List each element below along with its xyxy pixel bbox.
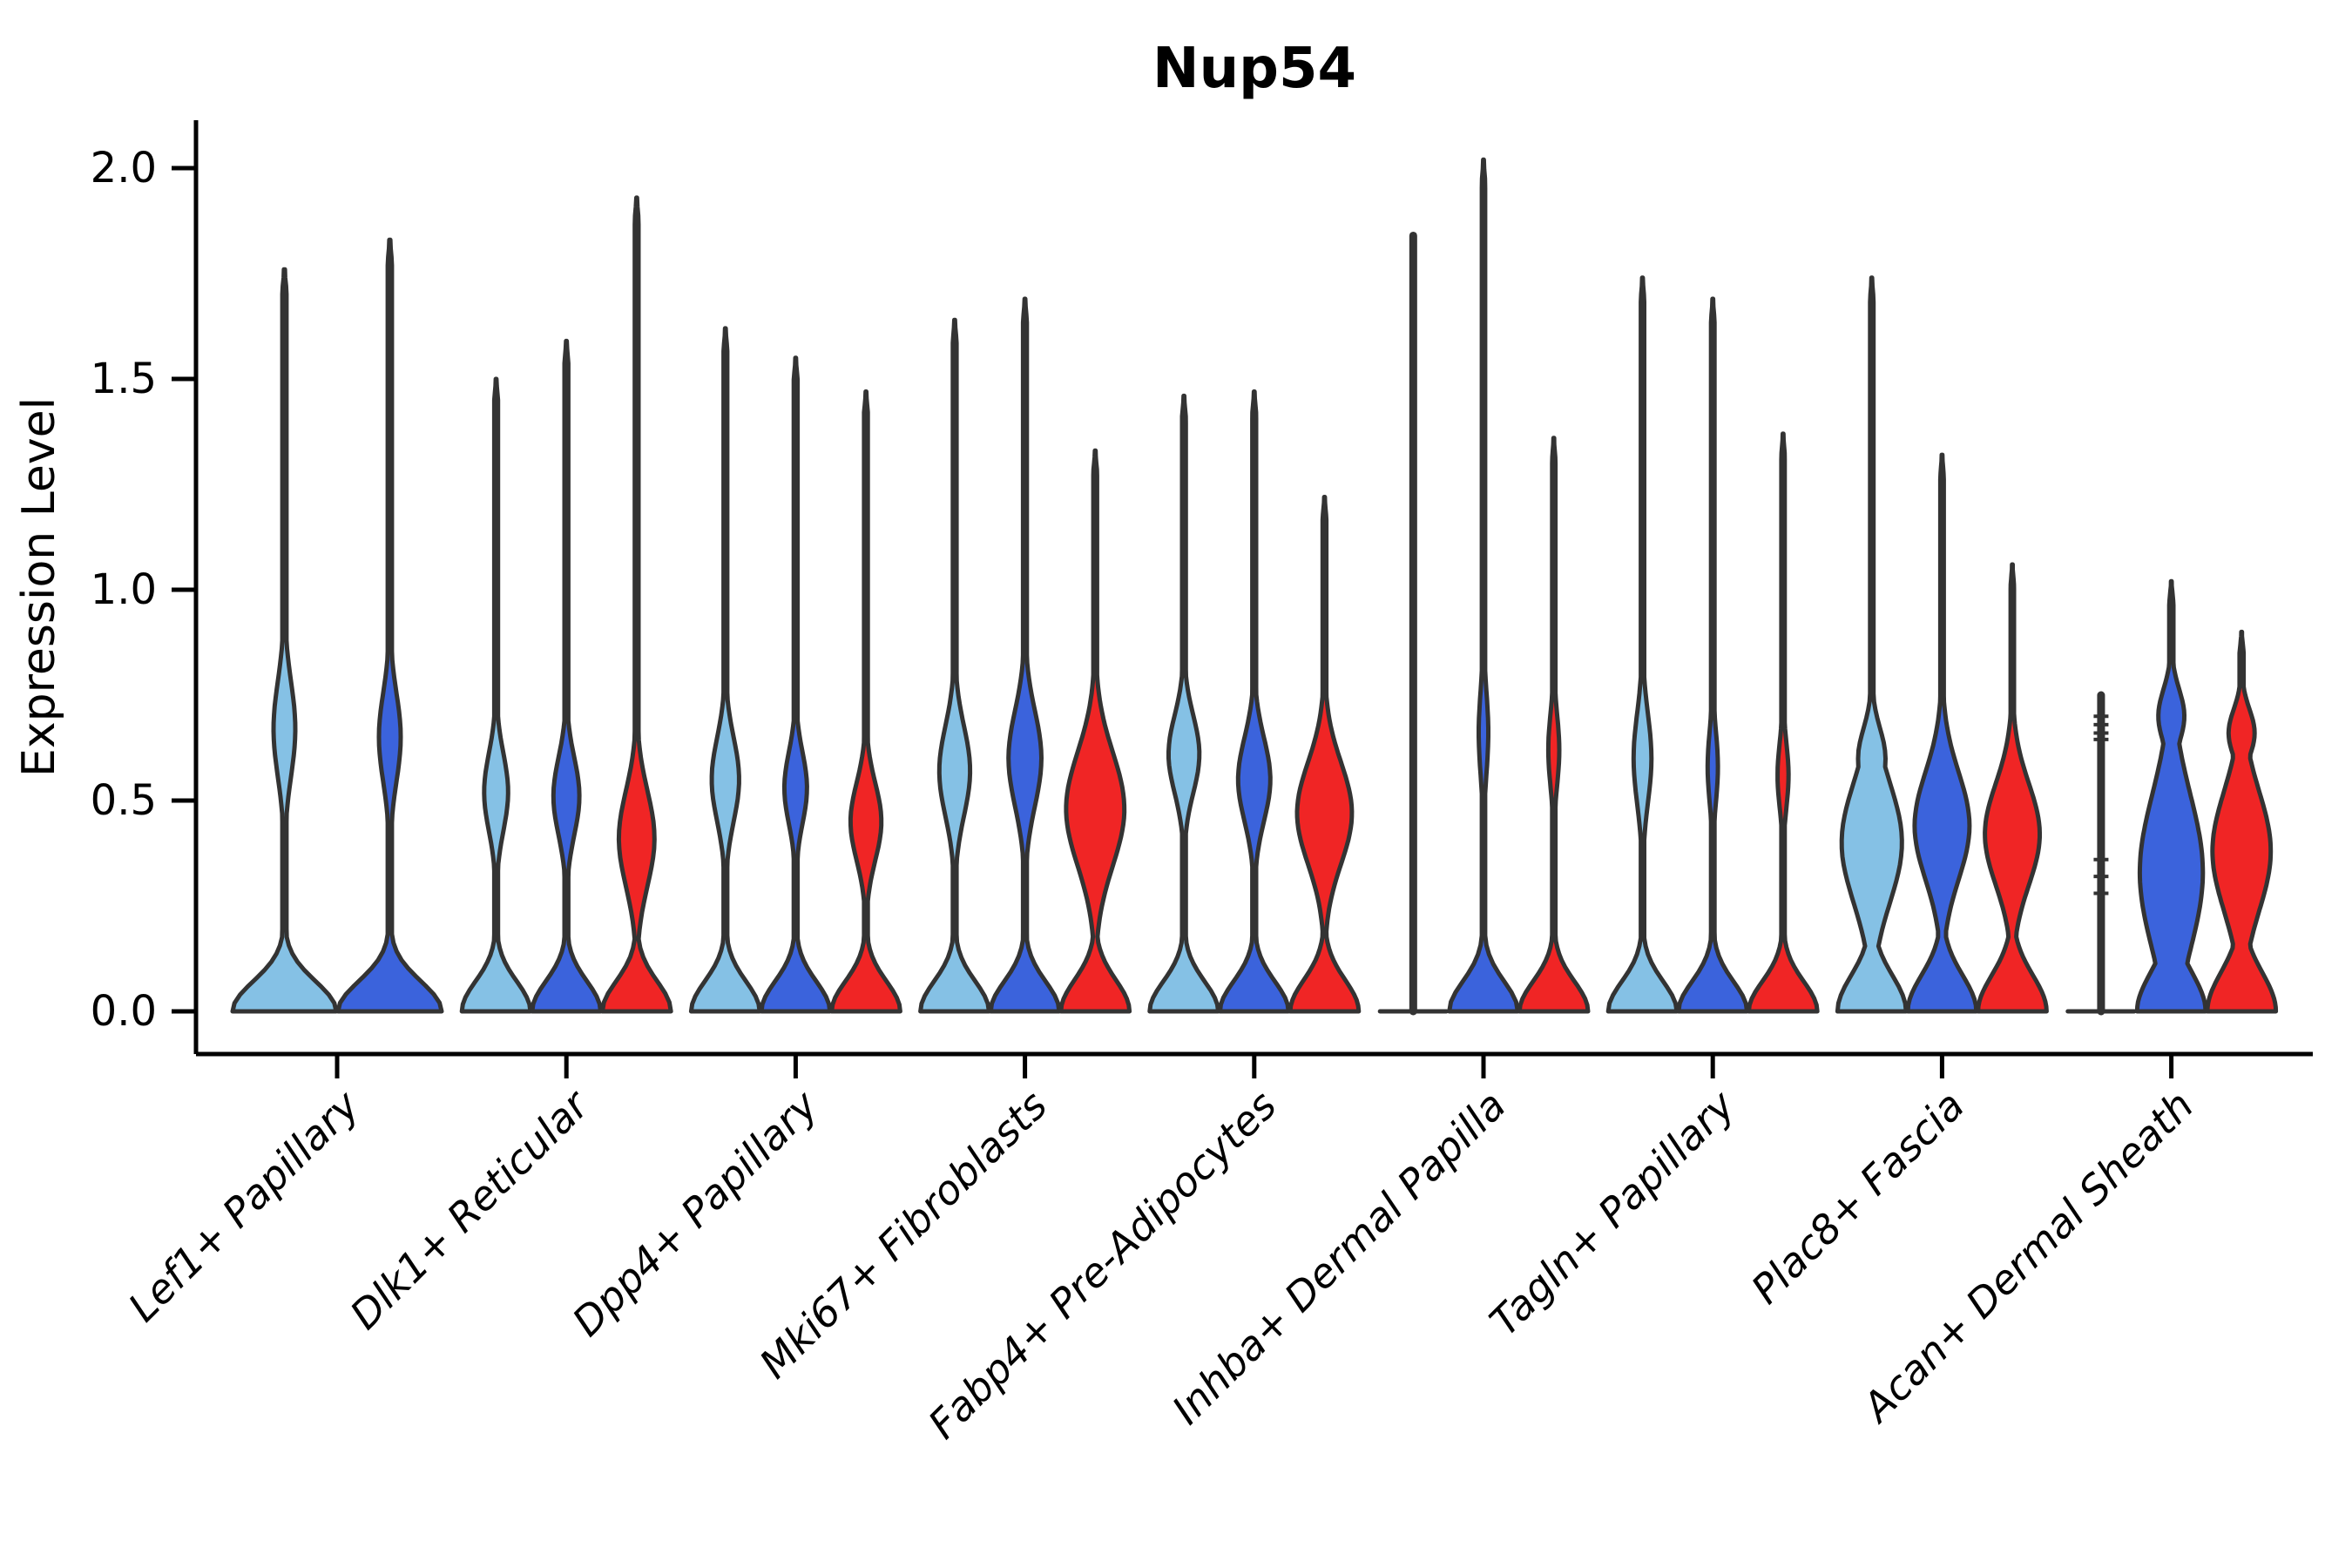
violin-dpp4-papillary-light_blue bbox=[688, 326, 762, 1014]
violin-tagln-papillary-red bbox=[1747, 431, 1820, 1014]
y-tick-label-2: 1.0 bbox=[91, 565, 157, 614]
violin-fabp4-pre-adipocytes-light_blue bbox=[1147, 393, 1220, 1014]
violin-tagln-papillary-light_blue bbox=[1605, 275, 1680, 1014]
y-axis-label: Expression Level bbox=[13, 397, 65, 777]
violin-dpp4-papillary-blue bbox=[759, 355, 833, 1014]
x-tick-label-6: Tagln+ Papillary bbox=[1481, 1081, 1745, 1345]
x-tick-label-1: Dlk1+ Reticular bbox=[341, 1079, 599, 1338]
violin-dlk1-reticular-blue bbox=[530, 338, 603, 1014]
chart-title: Nup54 bbox=[1152, 37, 1356, 101]
violin-dpp4-papillary-red bbox=[829, 389, 902, 1014]
violin-mki67-fibroblasts-light_blue bbox=[918, 317, 991, 1014]
violin-lef1-papillary-light_blue bbox=[230, 267, 339, 1014]
violins-layer bbox=[230, 157, 2279, 1016]
violin-tagln-papillary-blue bbox=[1676, 296, 1749, 1014]
y-tick-label-4: 2.0 bbox=[91, 144, 157, 193]
violin-acan-dermal-sheath-blue bbox=[2134, 578, 2208, 1014]
violin-fabp4-pre-adipocytes-red bbox=[1288, 495, 1362, 1014]
violin-fabp4-pre-adipocytes-blue bbox=[1218, 389, 1291, 1014]
x-tick-label-0: Lef1+ Papillary bbox=[119, 1081, 368, 1330]
violin-plac8-fascia-blue bbox=[1905, 452, 1979, 1014]
violin-plac8-fascia-red bbox=[1976, 562, 2049, 1014]
y-tick-label-1: 0.5 bbox=[91, 776, 157, 825]
violin-dlk1-reticular-light_blue bbox=[459, 376, 533, 1014]
x-tick-label-7: Plac8+ Fascia bbox=[1742, 1082, 1973, 1313]
x-tick-label-2: Dpp4+ Papillary bbox=[564, 1081, 828, 1345]
violin-dlk1-reticular-red bbox=[600, 195, 673, 1014]
violin-inhba-dermal-papilla-red bbox=[1517, 436, 1591, 1014]
violin-lef1-papillary-blue bbox=[335, 237, 444, 1014]
violin-mki67-fibroblasts-blue bbox=[988, 296, 1062, 1014]
violin-inhba-dermal-papilla-blue bbox=[1447, 157, 1520, 1014]
violin-acan-dermal-sheath-red bbox=[2205, 629, 2279, 1014]
violin-plac8-fascia-light_blue bbox=[1835, 275, 1909, 1014]
y-tick-label-3: 1.5 bbox=[91, 355, 157, 403]
violin-mki67-fibroblasts-red bbox=[1058, 448, 1132, 1014]
y-tick-label-0: 0.0 bbox=[91, 987, 157, 1036]
